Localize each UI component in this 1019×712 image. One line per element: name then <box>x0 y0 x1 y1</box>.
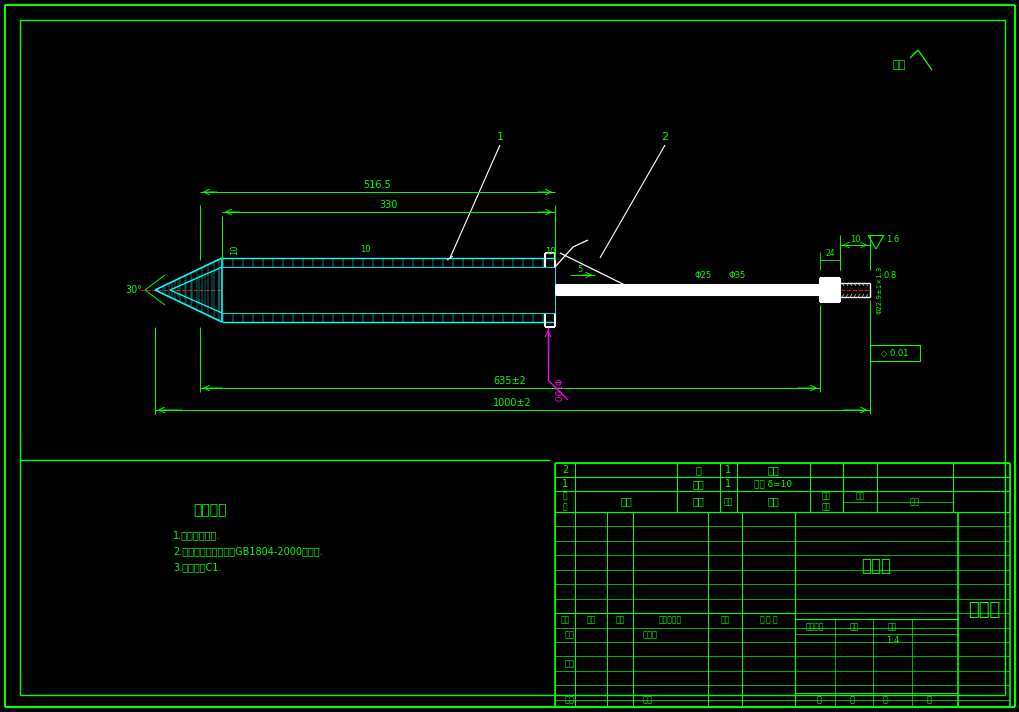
Text: 页: 页 <box>849 696 854 704</box>
Text: 重量: 重量 <box>849 622 858 631</box>
Text: 年.月.日: 年.月.日 <box>758 616 777 625</box>
Text: 10: 10 <box>230 245 239 255</box>
Text: Φ35: Φ35 <box>728 271 745 280</box>
Text: 序
号: 序 号 <box>562 492 567 511</box>
Text: 设计: 设计 <box>565 630 575 639</box>
Text: 钢板 δ=10: 钢板 δ=10 <box>754 479 792 488</box>
Text: 扶禾器: 扶禾器 <box>967 600 1000 619</box>
Text: 标准化: 标准化 <box>642 630 657 639</box>
Text: 代号: 代号 <box>620 496 631 506</box>
Text: 1: 1 <box>725 465 731 475</box>
Text: 330: 330 <box>379 200 397 210</box>
Text: 10: 10 <box>849 236 859 244</box>
Text: 审核: 审核 <box>565 659 575 668</box>
Text: Φ25: Φ25 <box>694 271 711 280</box>
Text: 处数: 处数 <box>586 616 595 625</box>
Bar <box>222 267 554 313</box>
Text: 1.6: 1.6 <box>886 236 899 244</box>
Text: 头筒: 头筒 <box>692 479 704 489</box>
Text: Φ22.9±1×1.3: Φ22.9±1×1.3 <box>876 266 882 314</box>
Text: 钢: 钢 <box>695 465 701 475</box>
Text: 2.未注形状公差应符合GB1804-2000的要求.: 2.未注形状公差应符合GB1804-2000的要求. <box>173 546 322 556</box>
Text: 0.8: 0.8 <box>882 271 896 280</box>
Text: 标记: 标记 <box>559 616 569 625</box>
Text: 1:4: 1:4 <box>886 637 898 645</box>
Text: 圆钢: 圆钢 <box>767 465 779 475</box>
Text: 工艺: 工艺 <box>565 696 575 704</box>
Text: 1000±2: 1000±2 <box>492 398 531 408</box>
Text: 1: 1 <box>725 479 731 489</box>
Text: 24: 24 <box>824 249 834 258</box>
Text: 10: 10 <box>544 248 554 256</box>
Text: Φ100: Φ100 <box>551 378 560 402</box>
Text: 数量: 数量 <box>723 497 733 506</box>
Text: 30°: 30° <box>125 285 142 295</box>
Text: 5: 5 <box>577 266 582 275</box>
Bar <box>869 345 919 361</box>
Text: 重量: 重量 <box>821 502 830 511</box>
Text: 比例: 比例 <box>887 622 897 631</box>
Text: 2: 2 <box>660 132 667 142</box>
Text: 共: 共 <box>816 696 821 704</box>
Text: 分区: 分区 <box>614 616 624 625</box>
Text: 2: 2 <box>561 465 568 475</box>
Text: 1: 1 <box>496 132 503 142</box>
Text: 备注: 备注 <box>909 497 919 506</box>
Text: 635±2: 635±2 <box>493 376 526 386</box>
Text: ◇ 0.01: ◇ 0.01 <box>880 348 908 357</box>
Text: 3.未注倒角C1.: 3.未注倒角C1. <box>173 562 221 572</box>
Text: 焊接件: 焊接件 <box>861 557 891 575</box>
Text: 批准: 批准 <box>642 696 652 704</box>
Text: 名称: 名称 <box>692 496 704 506</box>
Text: 更改文件号: 更改文件号 <box>658 616 682 625</box>
Text: 516.5: 516.5 <box>363 180 391 190</box>
Text: 其余: 其余 <box>892 60 905 70</box>
Text: 10: 10 <box>360 246 370 254</box>
Bar <box>554 285 819 295</box>
Text: 阶段标记: 阶段标记 <box>805 622 823 631</box>
Text: 材料: 材料 <box>767 496 779 506</box>
Text: 页: 页 <box>926 696 931 704</box>
Text: 总计: 总计 <box>855 492 864 501</box>
Text: 单件: 单件 <box>821 492 830 501</box>
Text: 技术要求: 技术要求 <box>193 503 226 517</box>
Bar <box>819 278 840 302</box>
Text: 签名: 签名 <box>719 616 729 625</box>
Text: 第: 第 <box>881 696 887 704</box>
Text: 1: 1 <box>561 479 568 489</box>
Text: 1.去除毛刺飞边.: 1.去除毛刺飞边. <box>173 530 220 540</box>
